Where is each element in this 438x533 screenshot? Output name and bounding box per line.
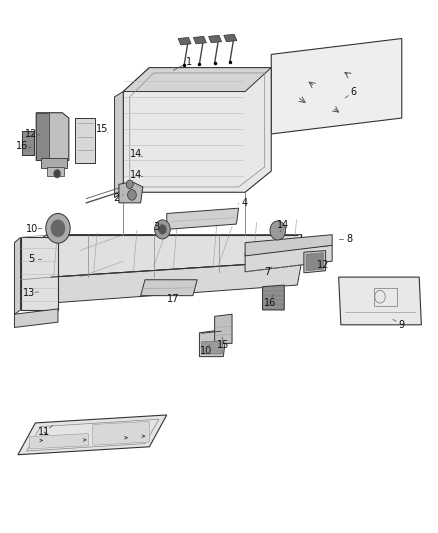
Polygon shape <box>75 118 95 163</box>
Polygon shape <box>14 309 58 327</box>
Text: 3: 3 <box>153 222 159 232</box>
Text: 5: 5 <box>28 254 34 263</box>
Text: 15: 15 <box>217 340 230 350</box>
Text: 8: 8 <box>346 234 353 244</box>
Polygon shape <box>36 113 49 160</box>
Circle shape <box>126 180 133 189</box>
Text: 14: 14 <box>130 171 142 180</box>
Polygon shape <box>306 253 323 271</box>
Text: 14: 14 <box>277 220 290 230</box>
Polygon shape <box>41 158 67 168</box>
Polygon shape <box>21 237 58 310</box>
Polygon shape <box>14 237 21 314</box>
Polygon shape <box>51 235 302 277</box>
Text: 1: 1 <box>185 58 191 67</box>
Polygon shape <box>123 68 271 192</box>
Text: 16: 16 <box>264 297 276 308</box>
Polygon shape <box>30 433 88 449</box>
Polygon shape <box>262 285 284 310</box>
Text: 7: 7 <box>264 267 270 277</box>
Polygon shape <box>43 235 51 282</box>
Polygon shape <box>18 415 167 455</box>
Text: 13: 13 <box>23 288 35 298</box>
Polygon shape <box>201 341 223 354</box>
Polygon shape <box>304 251 325 273</box>
Polygon shape <box>123 68 271 92</box>
Polygon shape <box>119 182 143 203</box>
Circle shape <box>270 221 286 240</box>
Polygon shape <box>193 36 206 44</box>
Polygon shape <box>224 34 237 42</box>
Text: 6: 6 <box>351 86 357 96</box>
Text: 11: 11 <box>38 427 50 437</box>
Circle shape <box>155 220 170 239</box>
Text: 16: 16 <box>16 141 28 151</box>
Polygon shape <box>47 167 64 176</box>
Text: 10: 10 <box>26 224 38 235</box>
Text: 17: 17 <box>167 294 180 304</box>
Text: 12: 12 <box>25 129 37 139</box>
Circle shape <box>53 169 60 178</box>
Polygon shape <box>178 37 191 45</box>
Polygon shape <box>22 131 34 155</box>
Polygon shape <box>339 277 421 325</box>
Polygon shape <box>167 208 239 229</box>
Polygon shape <box>271 38 402 134</box>
Polygon shape <box>215 314 232 343</box>
Polygon shape <box>208 35 222 43</box>
Polygon shape <box>141 280 197 296</box>
Text: 12: 12 <box>317 261 330 270</box>
Circle shape <box>46 214 70 243</box>
Polygon shape <box>245 245 332 272</box>
Circle shape <box>159 224 166 234</box>
Text: 10: 10 <box>200 346 212 357</box>
Polygon shape <box>51 235 302 266</box>
Polygon shape <box>43 261 302 304</box>
Text: 2: 2 <box>113 192 120 203</box>
Circle shape <box>127 190 136 200</box>
Text: 14: 14 <box>130 149 142 159</box>
Polygon shape <box>245 235 332 256</box>
Polygon shape <box>36 113 69 160</box>
Polygon shape <box>199 330 226 357</box>
Text: 15: 15 <box>96 124 109 134</box>
Circle shape <box>51 220 65 237</box>
Polygon shape <box>115 92 123 198</box>
Text: 9: 9 <box>399 320 405 330</box>
Text: 4: 4 <box>242 198 248 208</box>
Polygon shape <box>93 421 149 445</box>
